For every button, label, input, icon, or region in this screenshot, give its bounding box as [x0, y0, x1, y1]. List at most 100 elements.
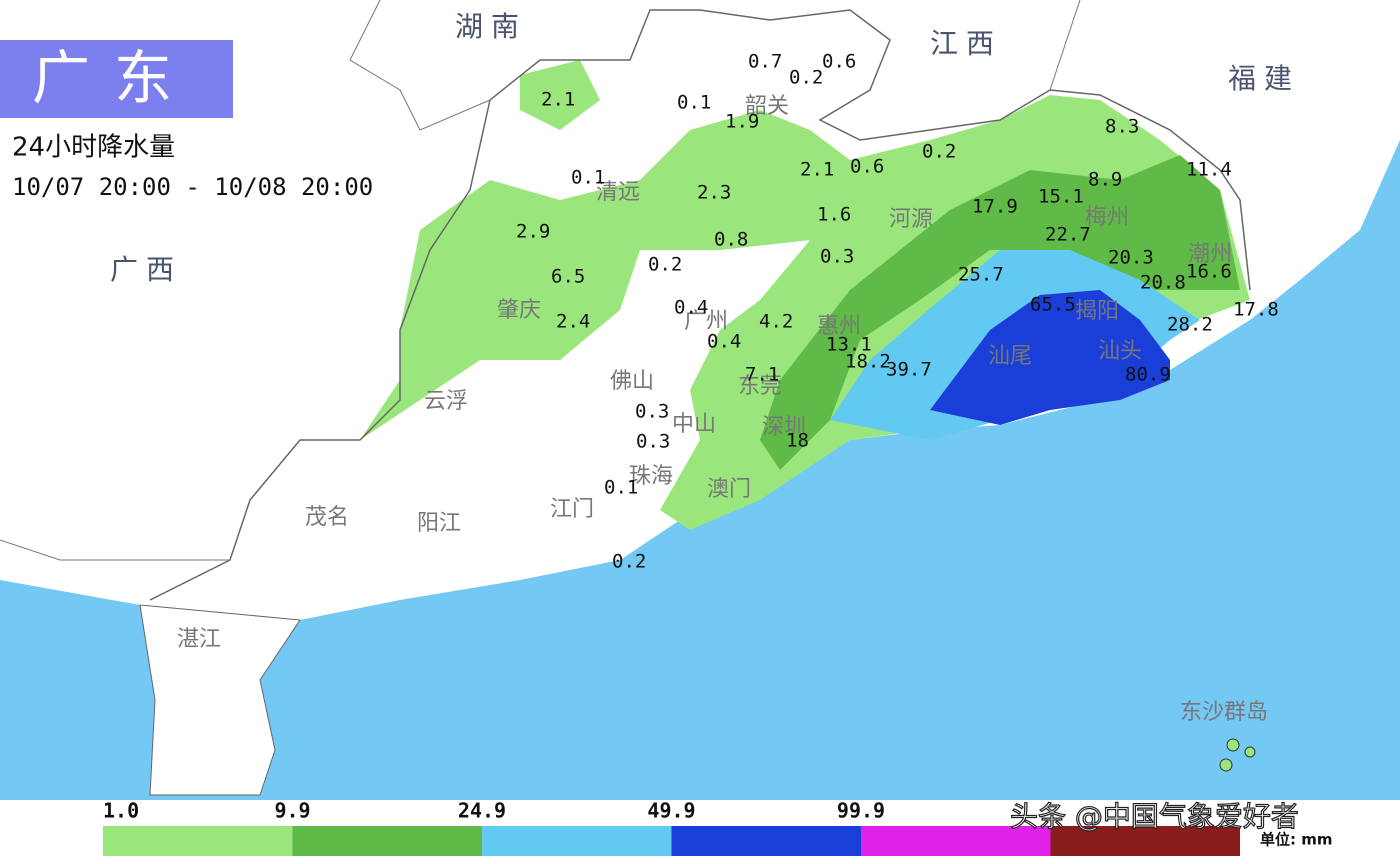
- island: [1219, 758, 1233, 772]
- city-label: 澳门: [707, 477, 751, 502]
- station-value: 13.1: [826, 334, 872, 356]
- legend-bar: [103, 826, 293, 856]
- city-label: 广州: [684, 309, 728, 334]
- station-value: 22.7: [1045, 224, 1091, 246]
- legend-label: 24.9: [458, 799, 506, 823]
- station-value: 0.8: [714, 229, 748, 251]
- city-label: 深圳: [762, 415, 806, 440]
- station-value: 11.4: [1186, 159, 1232, 181]
- city-label: 东沙群岛: [1180, 700, 1268, 725]
- city-label: 韶关: [745, 94, 789, 119]
- legend-label: 49.9: [647, 799, 695, 823]
- neighbor-label: 江西: [930, 27, 1002, 60]
- city-label: 汕头: [1098, 339, 1142, 364]
- station-value: 17.9: [972, 196, 1018, 218]
- station-value: 20.8: [1140, 272, 1186, 294]
- legend-bar: [292, 826, 482, 856]
- peninsula: [139, 604, 301, 796]
- neighbor-border: [0, 539, 230, 561]
- city-label: 清远: [596, 180, 640, 205]
- station-value: 0.6: [822, 51, 856, 73]
- station-value: 18: [786, 430, 809, 452]
- city-label: 湛江: [177, 627, 221, 652]
- station-value: 2.3: [697, 182, 731, 204]
- station-value: 80.9: [1125, 364, 1171, 386]
- station-value: 18.2: [845, 351, 891, 373]
- city-label: 肇庆: [497, 298, 541, 323]
- legend-bar: [482, 826, 672, 856]
- city-label: 汕尾: [988, 344, 1032, 369]
- title-box: [0, 40, 233, 118]
- island: [1226, 738, 1240, 752]
- station-value: 2.1: [541, 89, 575, 111]
- legend-label: 99.9: [837, 799, 885, 823]
- neighbor-border: [1049, 0, 1081, 91]
- station-value: 0.3: [636, 431, 670, 453]
- sea: [0, 140, 1400, 800]
- city-label: 揭阳: [1075, 299, 1119, 324]
- city-label: 梅州: [1085, 205, 1129, 230]
- city-label: 云浮: [424, 389, 468, 414]
- station-value: 1.9: [725, 111, 759, 133]
- legend-bar: [861, 826, 1051, 856]
- city-label: 东莞: [738, 374, 782, 399]
- station-value: 8.3: [1105, 116, 1139, 138]
- station-value: 0.4: [674, 297, 708, 319]
- station-value: 17.8: [1233, 299, 1279, 321]
- station-value: 8.9: [1088, 169, 1122, 191]
- station-value: 4.2: [759, 311, 793, 333]
- station-value: 0.6: [850, 156, 884, 178]
- legend-bar: [671, 826, 861, 856]
- city-label: 茂名: [305, 505, 349, 530]
- station-value: 0.2: [789, 67, 823, 89]
- rain-zone: [760, 155, 1240, 470]
- city-label: 河源: [889, 207, 933, 232]
- neighbor-label: 湖南: [455, 10, 527, 43]
- city-label: 中山: [672, 412, 716, 437]
- legend-unit: 单位: mm: [1260, 831, 1332, 849]
- station-value: 15.1: [1038, 186, 1084, 208]
- legend-label: 9.9: [274, 799, 310, 823]
- city-label: 珠海: [629, 464, 673, 489]
- station-value: 1.6: [817, 204, 851, 226]
- station-value: 2.9: [516, 221, 550, 243]
- legend-label: 1.0: [103, 799, 139, 823]
- period: 10/07 20:00 - 10/08 20:00: [12, 173, 373, 201]
- station-value: 25.7: [958, 264, 1004, 286]
- station-value: 2.4: [556, 311, 590, 333]
- title: 广东: [32, 44, 196, 112]
- rain-zone: [520, 60, 600, 130]
- neighbor-border: [349, 0, 491, 131]
- station-value: 0.4: [707, 331, 741, 353]
- station-value: 0.1: [677, 92, 711, 114]
- subtitle: 24小时降水量: [12, 133, 175, 163]
- city-label: 江门: [550, 497, 594, 522]
- station-value: 16.6: [1186, 261, 1232, 283]
- station-value: 20.3: [1108, 247, 1154, 269]
- island: [1244, 746, 1256, 758]
- station-value: 0.2: [612, 551, 646, 573]
- city-label: 佛山: [610, 369, 654, 394]
- station-value: 0.1: [604, 477, 638, 499]
- station-value: 28.2: [1167, 314, 1213, 336]
- station-value: 0.2: [922, 141, 956, 163]
- station-value: 6.5: [551, 266, 585, 288]
- watermark: 头条 @中国气象爱好者: [1010, 800, 1299, 833]
- neighbor-label: 广西: [110, 253, 182, 286]
- city-label: 惠州: [817, 314, 861, 339]
- city-label: 潮州: [1188, 242, 1232, 267]
- station-value: 0.7: [748, 51, 782, 73]
- station-value: 2.1: [800, 159, 834, 181]
- station-value: 0.3: [820, 246, 854, 268]
- neighbor-label: 福建: [1228, 62, 1300, 95]
- station-value: 0.2: [648, 254, 682, 276]
- legend-bar: [1050, 826, 1240, 856]
- province-border: [149, 9, 1251, 601]
- city-label: 阳江: [417, 511, 461, 536]
- station-value: 0.3: [635, 401, 669, 423]
- rain-zone: [930, 290, 1170, 425]
- station-value: 7.1: [745, 364, 779, 386]
- station-value: 39.7: [886, 359, 932, 381]
- station-value: 0.1: [571, 167, 605, 189]
